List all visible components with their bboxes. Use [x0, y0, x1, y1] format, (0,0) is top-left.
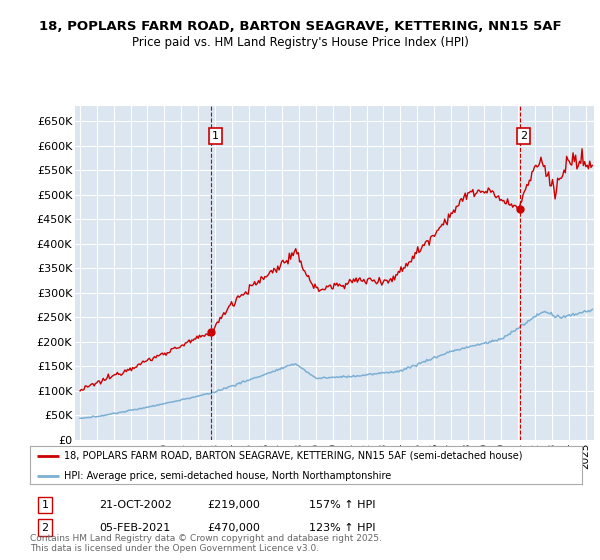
Text: 123% ↑ HPI: 123% ↑ HPI	[309, 522, 376, 533]
Text: 1: 1	[41, 500, 49, 510]
Text: Price paid vs. HM Land Registry's House Price Index (HPI): Price paid vs. HM Land Registry's House …	[131, 36, 469, 49]
Text: £470,000: £470,000	[207, 522, 260, 533]
Text: 18, POPLARS FARM ROAD, BARTON SEAGRAVE, KETTERING, NN15 5AF (semi-detached house: 18, POPLARS FARM ROAD, BARTON SEAGRAVE, …	[64, 451, 523, 461]
Text: Contains HM Land Registry data © Crown copyright and database right 2025.
This d: Contains HM Land Registry data © Crown c…	[30, 534, 382, 553]
Text: 1: 1	[212, 131, 219, 141]
Text: 2: 2	[41, 522, 49, 533]
Text: 2: 2	[520, 131, 527, 141]
Text: 18, POPLARS FARM ROAD, BARTON SEAGRAVE, KETTERING, NN15 5AF: 18, POPLARS FARM ROAD, BARTON SEAGRAVE, …	[38, 20, 562, 32]
Text: £219,000: £219,000	[207, 500, 260, 510]
Text: 21-OCT-2002: 21-OCT-2002	[99, 500, 172, 510]
Text: HPI: Average price, semi-detached house, North Northamptonshire: HPI: Average price, semi-detached house,…	[64, 471, 391, 481]
Text: 05-FEB-2021: 05-FEB-2021	[99, 522, 170, 533]
Text: 157% ↑ HPI: 157% ↑ HPI	[309, 500, 376, 510]
